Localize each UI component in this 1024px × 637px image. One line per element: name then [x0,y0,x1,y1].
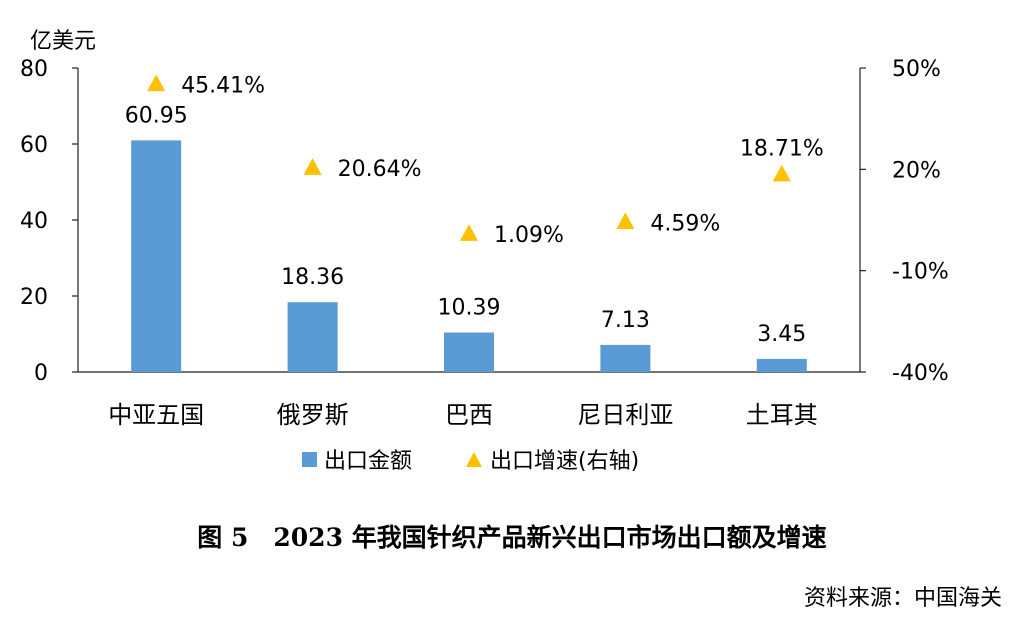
bar-export-amount [756,358,807,372]
bar-data-label: 7.13 [601,308,650,333]
bar-data-label: 60.95 [125,103,188,128]
y-left-tick-label: 40 [20,209,48,234]
y-axis-unit-label: 亿美元 [30,29,96,54]
bar-export-amount [444,332,494,372]
legend-bar-swatch [302,452,317,467]
legend-growth-label: 出口增速(右轴) [490,449,639,474]
bar-data-label: 3.45 [757,322,806,347]
growth-data-label: 18.71% [740,137,824,162]
bar-export-amount [600,344,651,372]
y-left-tick-label: 80 [20,57,48,82]
growth-data-label: 45.41% [181,74,265,99]
growth-data-label: 20.64% [338,157,422,182]
bar-export-amount [287,302,338,372]
y-left-tick-label: 60 [20,133,48,158]
x-category-label: 中亚五国 [108,401,204,429]
growth-marker [772,164,791,182]
bar-data-label: 18.36 [281,265,344,290]
x-category-label: 土耳其 [746,401,818,429]
growth-data-label: 4.59% [650,211,720,236]
bar-data-label: 10.39 [438,296,501,321]
x-category-label: 尼日利亚 [577,401,673,429]
growth-data-label: 1.09% [494,223,564,248]
legend-triangle-swatch [466,452,482,467]
chart: 0 20 40 60 80 亿美元 -40% -10% 20% 50% 中亚五国 60.95 45.41… [20,29,949,474]
y-right-tick-label: 20% [892,158,941,183]
y-left-tick-label: 0 [34,361,48,386]
x-category-label: 巴西 [445,401,493,429]
growth-marker [616,212,635,230]
y-right-tick-label: -10% [892,260,949,285]
legend-bar-label: 出口金额 [324,449,412,474]
y-right-tick-label: -40% [892,361,949,386]
y-right-tick-label: 50% [892,57,941,82]
growth-marker [147,74,166,92]
source-note: 资料来源：中国海关 [803,586,1002,611]
growth-marker [303,158,322,175]
y-left-tick-label: 20 [20,285,48,310]
chart-caption: 图 5 2023 年我国针织产品新兴出口市场出口额及增速 [197,523,827,552]
bar-export-amount [131,140,182,372]
growth-marker [460,224,478,241]
x-category-label: 俄罗斯 [277,401,349,429]
